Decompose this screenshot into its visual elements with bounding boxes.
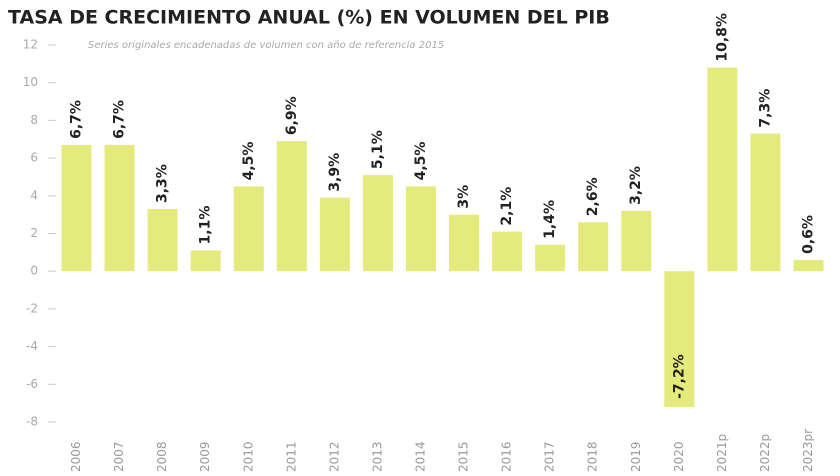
value-label: 1,1%	[198, 206, 214, 245]
y-tick-label: -2	[26, 301, 38, 315]
bar	[750, 133, 781, 272]
x-tick-label: 2017	[543, 441, 557, 472]
bar	[793, 259, 824, 272]
x-tick-label: 2022p	[758, 434, 772, 472]
value-label: 4,5%	[241, 142, 257, 181]
x-tick-label: 2007	[112, 441, 126, 472]
y-tick-label: 12	[23, 38, 38, 52]
x-tick-label: 2009	[198, 441, 212, 472]
y-tick-label: -4	[26, 339, 38, 353]
value-label: 0,6%	[800, 215, 816, 254]
bar	[104, 144, 135, 272]
bar	[664, 271, 695, 407]
y-tick-label: 10	[23, 75, 38, 89]
value-label: 6,7%	[69, 100, 85, 139]
value-label: 3,9%	[327, 153, 343, 192]
bar	[362, 175, 393, 272]
y-tick-label: -8	[26, 415, 38, 429]
bar	[276, 141, 307, 272]
x-tick-label: 2023pr	[801, 429, 815, 472]
bar	[707, 67, 738, 272]
y-tick-label: -6	[26, 377, 38, 391]
bar	[190, 250, 221, 272]
bar	[621, 210, 652, 272]
x-tick-label: 2015	[457, 441, 471, 472]
bar	[535, 244, 566, 272]
bar	[233, 186, 264, 272]
x-tick-label: 2014	[413, 441, 427, 472]
bar	[405, 186, 436, 272]
value-label: 3,2%	[628, 166, 644, 205]
value-label: -7,2%	[671, 354, 687, 399]
x-tick-label: 2016	[500, 441, 514, 472]
x-tick-label: 2008	[155, 441, 169, 472]
bar	[492, 231, 523, 272]
y-tick-label: 6	[30, 151, 38, 165]
value-label: 6,9%	[284, 96, 300, 135]
y-tick-label: 2	[30, 226, 38, 240]
x-tick-label: 2010	[241, 441, 255, 472]
x-tick-label: 2018	[586, 441, 600, 472]
value-label: 6,7%	[112, 100, 128, 139]
x-tick-label: 2020	[672, 441, 686, 472]
value-label: 1,4%	[542, 200, 558, 239]
value-label: 3%	[456, 185, 472, 209]
value-label: 4,5%	[413, 142, 429, 181]
value-label: 2,1%	[499, 187, 515, 226]
y-tick-label: 8	[30, 113, 38, 127]
x-tick-label: 2011	[284, 441, 298, 472]
x-tick-label: 2013	[370, 441, 384, 472]
value-label: 3,3%	[155, 164, 171, 203]
value-label: 10,8%	[714, 13, 730, 62]
value-label: 5,1%	[370, 130, 386, 169]
x-tick-label: 2012	[327, 441, 341, 472]
value-label: 7,3%	[757, 89, 773, 128]
bar	[147, 208, 178, 272]
value-label: 2,6%	[585, 177, 601, 216]
bar	[61, 144, 92, 272]
y-tick-label: 0	[30, 264, 38, 278]
chart-subtitle: Series originales encadenadas de volumen…	[88, 40, 444, 51]
x-tick-label: 2019	[629, 441, 643, 472]
x-tick-label: 2021p	[715, 434, 729, 472]
bar	[578, 222, 609, 272]
y-tick-label: 4	[30, 188, 38, 202]
x-tick-label: 2006	[69, 441, 83, 472]
chart-title: TASA DE CRECIMIENTO ANUAL (%) EN VOLUMEN…	[8, 7, 610, 29]
bar	[449, 214, 480, 272]
bar	[319, 197, 350, 272]
